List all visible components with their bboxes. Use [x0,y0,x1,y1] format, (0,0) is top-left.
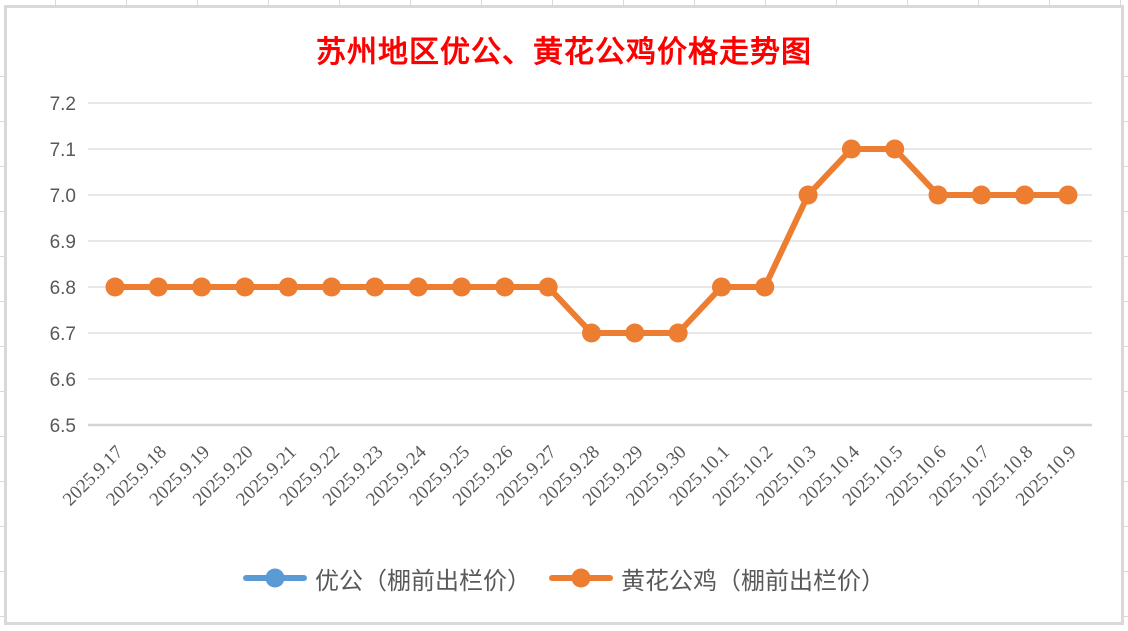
series-point[interactable] [235,277,255,297]
series-point[interactable] [798,185,818,205]
chart-legend: 优公（棚前出栏价） 黄花公鸡（棚前出栏价） [0,560,1128,596]
series-point[interactable] [668,323,688,343]
y-tick-label: 6.7 [50,324,76,345]
worksheet-cells-strip[interactable] [0,625,1128,631]
series-point[interactable] [365,277,385,297]
series-point[interactable] [538,277,558,297]
series-point[interactable] [755,277,775,297]
series-point[interactable] [278,277,298,297]
legend-label: 优公（棚前出栏价） [315,568,531,595]
line-marker-icon [549,567,613,589]
chart-object-frame[interactable] [4,5,1124,625]
series-point[interactable] [322,277,342,297]
series-point[interactable] [452,277,472,297]
y-tick-label: 6.6 [50,370,76,391]
series-point[interactable] [1058,185,1078,205]
series-point[interactable] [1015,185,1035,205]
legend-item-yougong[interactable]: 优公（棚前出栏价） [243,561,531,596]
series-point[interactable] [582,323,601,343]
series-point[interactable] [625,323,645,343]
series-point[interactable] [148,277,168,297]
series-point[interactable] [495,277,515,297]
series-point[interactable] [971,185,991,205]
y-tick-label: 6.5 [50,416,76,437]
y-tick-label: 7.1 [50,140,76,161]
y-tick-label: 7.2 [50,94,76,115]
y-tick-label: 6.9 [50,232,76,253]
series-point[interactable] [192,277,212,297]
legend-label: 黄花公鸡（棚前出栏价） [621,568,885,595]
y-tick-label: 6.8 [50,278,76,299]
series-point[interactable] [711,277,731,297]
legend-item-huanghua[interactable]: 黄花公鸡（棚前出栏价） [549,561,885,596]
series-point[interactable] [105,277,125,297]
series-point[interactable] [408,277,428,297]
line-marker-icon [243,567,307,589]
series-point[interactable] [928,185,948,205]
series-point[interactable] [885,139,905,159]
y-tick-label: 7.0 [50,186,76,207]
series-point[interactable] [841,139,861,159]
chart-title[interactable]: 苏州地区优公、黄花公鸡价格走势图 [316,36,812,69]
